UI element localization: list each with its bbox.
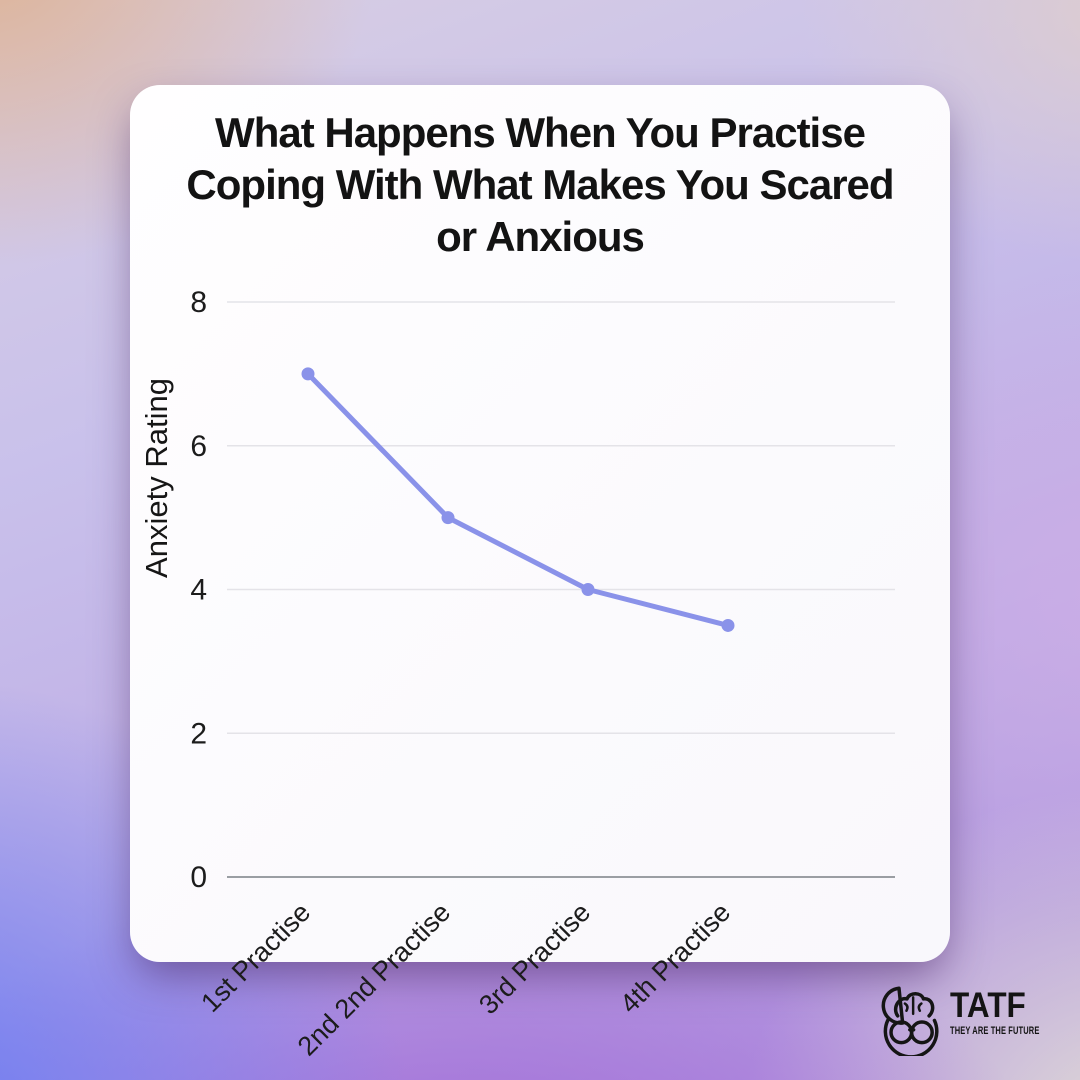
data-point-3 (581, 583, 595, 596)
x-tick-label-4: 4th Practise (614, 897, 736, 1019)
chart-title-line-3: or Anxious (436, 213, 645, 260)
chart-title: What Happens When You Practise Coping Wi… (150, 107, 930, 263)
tatf-logo: TATF THEY ARE THE FUTURE (872, 982, 1072, 1062)
data-point-2 (441, 511, 455, 525)
y-tick-label-0: 0 (190, 861, 207, 894)
x-tick-label-1: 1st Practise (195, 897, 316, 1018)
chart-title-line-2: Coping With What Makes You Scared (186, 161, 894, 208)
y-tick-label-2: 2 (190, 717, 207, 750)
brain-head-glasses-icon (881, 986, 939, 1056)
x-tick-label-3: 3rd Practise (473, 897, 596, 1020)
chart-card: What Happens When You Practise Coping Wi… (130, 85, 950, 962)
data-point-1 (301, 367, 315, 381)
chart-title-line-1: What Happens When You Practise (215, 109, 866, 156)
tatf-logo-text: TATF THEY ARE THE FUTURE (950, 986, 1080, 1037)
tatf-tagline: THEY ARE THE FUTURE (950, 1025, 1040, 1037)
x-tick-label-2: 2nd 2nd Practise (292, 897, 457, 1062)
series-line (305, 371, 731, 628)
y-tick-label-6: 6 (190, 430, 207, 463)
y-axis-title: Anxiety Rating (139, 378, 174, 578)
tatf-wordmark: TATF (950, 986, 1026, 1025)
y-tick-label-8: 8 (190, 286, 207, 319)
y-tick-label-4: 4 (190, 574, 207, 607)
data-point-4 (721, 618, 735, 632)
